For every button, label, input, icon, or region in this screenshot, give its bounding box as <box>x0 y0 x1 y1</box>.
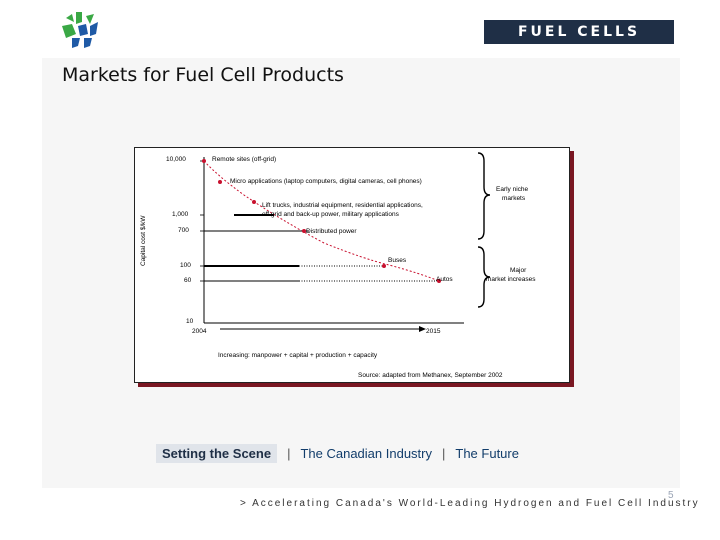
annotation-lift-line1: Lift trucks, industrial equipment, resid… <box>262 202 423 209</box>
nav-item-the-future[interactable]: The Future <box>455 446 519 461</box>
x-tick-label: 2015 <box>426 328 441 335</box>
brand-bar: FUEL CELLS CANADA <box>484 20 674 64</box>
group-early-line1: Early niche <box>496 186 529 193</box>
nav-item-setting-the-scene[interactable]: Setting the Scene <box>156 444 278 463</box>
annotation-micro: Micro applications (laptop computers, di… <box>230 178 422 185</box>
chart-plot <box>200 152 491 332</box>
annotation-autos: Autos <box>436 276 453 283</box>
cost-curve <box>203 160 440 282</box>
time-arrow-head <box>419 326 426 332</box>
marker-micro <box>218 180 222 184</box>
marker-remote <box>202 159 206 163</box>
marker-autos <box>437 279 441 283</box>
nav-separator: | <box>287 446 291 461</box>
annotation-distributed: Distributed power <box>306 228 357 235</box>
maple-leaf-logo-icon <box>62 12 98 48</box>
slide-title: Markets for Fuel Cell Products <box>62 64 344 86</box>
annotation-remote: Remote sites (off-grid) <box>212 156 277 163</box>
y-tick-label: 10 <box>186 318 194 325</box>
marker-buses <box>382 264 386 268</box>
group-major-line1: Major <box>510 267 527 274</box>
nav-separator: | <box>442 446 446 461</box>
section-nav: Setting the Scene | The Canadian Industry |… <box>156 444 519 463</box>
page-number: 5 <box>668 490 674 501</box>
x-tick-label: 2004 <box>192 328 207 335</box>
y-tick-label: 60 <box>184 277 192 284</box>
brace-early <box>477 152 491 240</box>
y-axis-label: Capital cost $/kW <box>140 215 147 266</box>
y-tick-label: 1,000 <box>172 211 189 218</box>
annotation-buses: Buses <box>388 257 407 264</box>
footer-tagline: > Accelerating Canada's World-Leading Hy… <box>240 498 700 509</box>
source-note: Source: adapted from Methanex, September… <box>358 372 503 379</box>
y-tick-label: 100 <box>180 262 191 269</box>
marker-distributed <box>302 229 306 233</box>
group-early-line2: markets <box>502 195 526 202</box>
increasing-note: Increasing: manpower + capital + product… <box>218 352 378 359</box>
brace-major <box>477 246 491 308</box>
y-tick-label: 10,000 <box>166 156 186 163</box>
y-tick-label: 700 <box>178 227 189 234</box>
marker-lift <box>252 200 256 204</box>
annotation-lift-line2: off grid and back-up power, military app… <box>262 211 399 218</box>
nav-item-canadian-industry[interactable]: The Canadian Industry <box>300 446 432 461</box>
group-major-line2: market increases <box>486 276 536 283</box>
